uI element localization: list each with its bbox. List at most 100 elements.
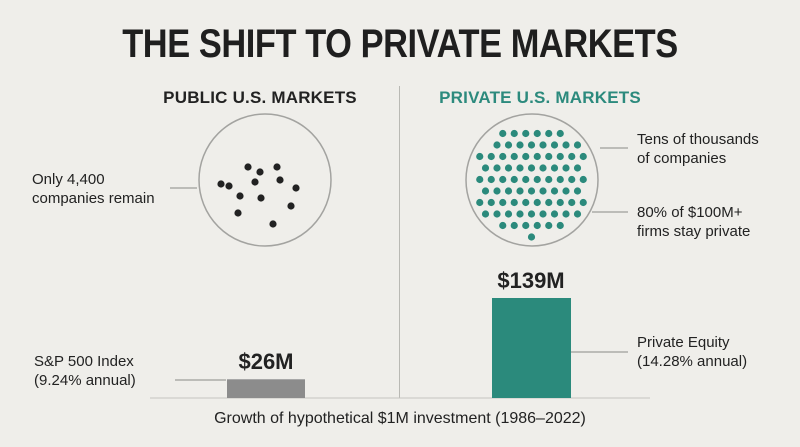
- chart-footer-caption: Growth of hypothetical $1M investment (1…: [214, 410, 586, 427]
- private-circle-label-top: Tens of thousands of companies: [637, 131, 759, 167]
- private-company-dot: [487, 152, 495, 161]
- private-company-dot: [504, 210, 513, 218]
- private-markets-heading: PRIVATE U.S. MARKETS: [439, 88, 641, 107]
- private-company-dot: [499, 129, 507, 138]
- private-company-dot: [481, 210, 490, 218]
- private-circle-label-bottom: 80% of $100M+ firms stay private: [637, 204, 751, 240]
- private-company-dot: [533, 129, 541, 138]
- private-company-dot: [499, 152, 507, 161]
- private-company-dot: [522, 152, 530, 161]
- private-company-dot: [504, 164, 513, 172]
- private-company-dot: [476, 175, 484, 184]
- private-company-dot: [516, 187, 524, 195]
- private-companies-circle: [465, 113, 599, 247]
- public-company-dot: [256, 168, 264, 176]
- private-company-dot: [510, 129, 518, 138]
- private-company-dot: [522, 198, 530, 207]
- public-markets-heading: PUBLIC U.S. MARKETS: [163, 88, 357, 107]
- bar-value-private-equity: $139M: [497, 268, 565, 293]
- public-company-dot: [257, 194, 265, 202]
- private-company-dot: [545, 129, 553, 138]
- private-company-dot: [493, 141, 501, 149]
- private-company-dot: [562, 141, 570, 149]
- private-company-dot: [522, 175, 530, 184]
- private-company-dot: [556, 175, 564, 184]
- private-company-dot: [545, 198, 553, 207]
- private-company-dot: [476, 152, 484, 161]
- private-company-dot: [568, 175, 576, 184]
- private-company-dot: [504, 141, 513, 149]
- private-company-dot: [556, 152, 564, 161]
- bar-value-sp500: $26M: [238, 349, 294, 375]
- private-company-dot: [539, 187, 547, 195]
- private-company-dot: [499, 198, 507, 207]
- private-company-dot: [556, 221, 564, 230]
- public-company-dot: [244, 163, 252, 171]
- public-company-dot: [269, 220, 277, 228]
- public-companies-dots: [217, 163, 300, 228]
- public-company-dot: [287, 202, 295, 210]
- private-company-dot: [550, 210, 559, 218]
- private-company-dot: [527, 141, 536, 149]
- section-divider: [399, 86, 400, 398]
- private-company-dot: [562, 164, 570, 172]
- private-company-dot: [539, 141, 547, 149]
- private-company-dot: [573, 210, 582, 218]
- private-company-dot: [510, 198, 518, 207]
- private-company-dot: [550, 164, 559, 172]
- private-company-dot: [527, 164, 536, 172]
- public-company-dot: [292, 184, 300, 192]
- private-company-dot: [493, 164, 501, 172]
- private-company-dot: [579, 152, 587, 161]
- public-company-dot: [251, 178, 259, 186]
- private-company-dot: [545, 175, 553, 184]
- private-company-dot: [545, 152, 553, 161]
- private-company-dot: [481, 164, 490, 172]
- private-company-dot: [556, 198, 564, 207]
- private-company-dot: [493, 210, 501, 218]
- private-company-dot: [510, 221, 518, 230]
- private-company-dot: [573, 141, 582, 149]
- bar-sp500: [227, 379, 305, 398]
- public-companies-circle: [198, 113, 332, 247]
- private-company-dot: [545, 221, 553, 230]
- private-company-dot: [533, 221, 541, 230]
- private-company-dot: [533, 198, 541, 207]
- private-equity-bar-label: Private Equity (14.28% annual): [637, 334, 748, 370]
- private-company-dot: [481, 187, 490, 195]
- private-company-dot: [527, 210, 536, 218]
- private-company-dot: [527, 187, 536, 195]
- private-company-dot: [516, 141, 524, 149]
- private-company-dot: [522, 129, 530, 138]
- private-company-dot: [504, 187, 513, 195]
- bar-private-equity: [492, 298, 571, 398]
- private-company-dot: [556, 129, 564, 138]
- private-company-dot: [568, 198, 576, 207]
- private-company-dot: [527, 233, 536, 241]
- private-company-dot: [579, 198, 587, 207]
- private-company-dot: [510, 152, 518, 161]
- private-company-dot: [550, 187, 559, 195]
- private-company-dot: [499, 221, 507, 230]
- private-company-dot: [522, 221, 530, 230]
- public-company-dot: [225, 182, 233, 190]
- private-company-dot: [510, 175, 518, 184]
- public-company-dot: [276, 176, 284, 184]
- private-company-dot: [568, 152, 576, 161]
- private-company-dot: [476, 198, 484, 207]
- private-companies-dots: [476, 129, 587, 241]
- private-company-dot: [550, 141, 559, 149]
- private-company-dot: [579, 175, 587, 184]
- public-company-dot: [234, 209, 242, 217]
- private-company-dot: [573, 187, 582, 195]
- sp500-bar-label: S&P 500 Index (9.24% annual): [34, 353, 136, 389]
- private-company-dot: [539, 210, 547, 218]
- private-company-dot: [539, 164, 547, 172]
- private-company-dot: [533, 152, 541, 161]
- public-company-dot: [236, 192, 244, 200]
- private-company-dot: [516, 164, 524, 172]
- private-company-dot: [487, 198, 495, 207]
- private-company-dot: [562, 187, 570, 195]
- public-company-dot: [273, 163, 281, 171]
